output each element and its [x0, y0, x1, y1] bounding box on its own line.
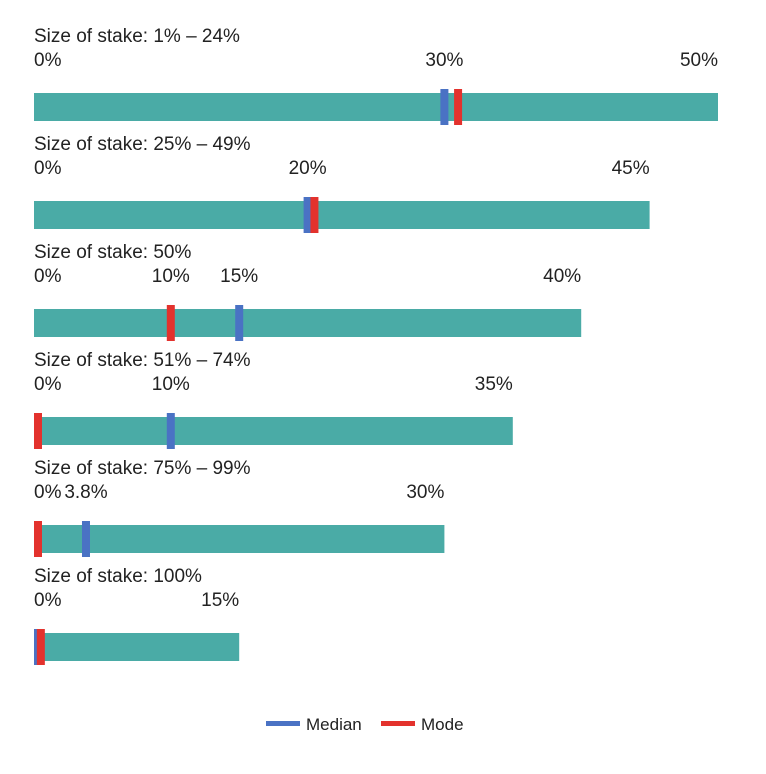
median-marker	[440, 89, 449, 125]
tick-label: 10%	[152, 374, 190, 395]
tick-label: 30%	[406, 482, 444, 503]
tick-label: 0%	[34, 482, 62, 503]
panel-title: Size of stake: 50%	[34, 242, 191, 263]
panel-title: Size of stake: 25% – 49%	[34, 134, 251, 155]
range-bar	[34, 201, 650, 229]
median-marker	[81, 521, 90, 557]
tick-label: 0%	[34, 50, 62, 71]
range-bar	[34, 93, 718, 121]
mode-marker	[36, 629, 45, 665]
range-bar	[34, 633, 240, 661]
mode-marker	[34, 413, 42, 449]
tick-label: 20%	[289, 158, 327, 179]
tick-label: 30%	[425, 50, 463, 71]
panel-3: Size of stake: 50% 0% 10% 15% 40%	[34, 242, 581, 341]
mode-marker	[34, 521, 42, 557]
panel-title: Size of stake: 1% – 24%	[34, 26, 240, 47]
median-marker	[166, 413, 175, 449]
range-bar	[34, 309, 582, 337]
tick-label: 0%	[34, 158, 62, 179]
mode-marker	[454, 89, 463, 125]
tick-label: 40%	[543, 266, 581, 287]
panel-4: Size of stake: 51% – 74% 0% 10% 35%	[34, 350, 513, 449]
tick-label: 15%	[201, 590, 239, 611]
tick-label: 0%	[34, 266, 62, 287]
tick-label: 50%	[680, 50, 718, 71]
panel-6: Size of stake: 100% 0% 15%	[34, 566, 239, 665]
median-marker	[303, 197, 312, 233]
range-bar	[34, 525, 445, 553]
panel-5: Size of stake: 75% – 99% 0% 3.8% 30%	[34, 458, 445, 557]
tick-label: 45%	[612, 158, 650, 179]
median-legend-label: Median	[306, 715, 362, 734]
range-bar	[34, 417, 513, 445]
median-legend-swatch	[266, 721, 300, 726]
median-marker	[235, 305, 244, 341]
tick-label: 0%	[34, 374, 62, 395]
panel-title: Size of stake: 75% – 99%	[34, 458, 251, 479]
panel-2: Size of stake: 25% – 49% 0% 20% 45%	[34, 134, 650, 233]
tick-label: 10%	[152, 266, 190, 287]
mode-marker	[166, 305, 175, 341]
tick-label: 0%	[34, 590, 62, 611]
tick-label: 35%	[475, 374, 513, 395]
legend: Median Mode	[266, 715, 464, 734]
tick-label: 15%	[220, 266, 258, 287]
mode-legend-swatch	[381, 721, 415, 726]
panel-title: Size of stake: 100%	[34, 566, 202, 587]
mode-marker	[310, 197, 319, 233]
tick-label: 3.8%	[64, 482, 107, 503]
mode-legend-label: Mode	[421, 715, 464, 734]
panel-1: Size of stake: 1% – 24% 0% 30% 50%	[34, 26, 718, 125]
panel-title: Size of stake: 51% – 74%	[34, 350, 251, 371]
